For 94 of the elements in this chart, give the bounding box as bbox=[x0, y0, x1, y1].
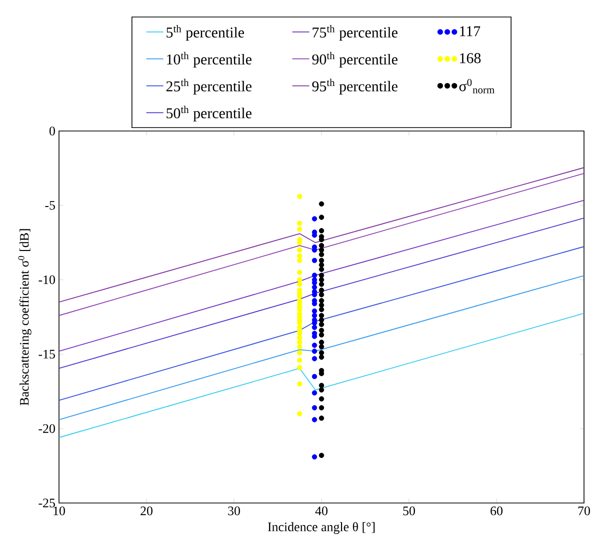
point bbox=[318, 201, 324, 207]
point bbox=[318, 277, 324, 282]
point bbox=[318, 332, 324, 338]
point bbox=[297, 277, 302, 282]
legend-label: 95$^{th}$ percentile bbox=[312, 78, 398, 94]
legend-label: 50$^{th}$ percentile bbox=[166, 106, 252, 122]
point bbox=[318, 258, 324, 264]
x-axis-title: Incidence angle θ [°] bbox=[268, 522, 375, 534]
point bbox=[312, 342, 318, 348]
point bbox=[318, 306, 324, 312]
point bbox=[297, 253, 302, 259]
x-tick-label: 60 bbox=[490, 506, 502, 516]
point bbox=[312, 374, 318, 380]
point bbox=[297, 335, 302, 340]
point bbox=[312, 324, 318, 330]
point bbox=[318, 228, 324, 234]
y-tick-label: -15 bbox=[38, 350, 55, 359]
point bbox=[297, 247, 302, 253]
y-tick-label: -25 bbox=[38, 498, 55, 508]
point bbox=[312, 405, 318, 410]
point bbox=[318, 452, 324, 458]
point bbox=[318, 262, 324, 268]
point bbox=[297, 344, 302, 350]
point bbox=[312, 390, 318, 396]
point bbox=[312, 258, 318, 264]
point bbox=[312, 417, 318, 422]
point bbox=[297, 350, 302, 356]
x-tick-label: 20 bbox=[140, 506, 152, 516]
point bbox=[297, 340, 302, 345]
legend-label: 10$^{th}$ percentile bbox=[167, 52, 252, 68]
legend-label: 90$^{th}$ percentile bbox=[312, 52, 398, 68]
point bbox=[312, 312, 318, 318]
line-series bbox=[59, 246, 584, 401]
point bbox=[318, 416, 324, 421]
x-tick-label: 50 bbox=[403, 506, 415, 516]
point bbox=[318, 266, 324, 272]
point bbox=[318, 344, 324, 350]
point bbox=[318, 288, 324, 293]
point bbox=[318, 396, 324, 402]
y-tick-label: -5 bbox=[45, 201, 55, 210]
point bbox=[297, 364, 302, 370]
point bbox=[312, 272, 318, 278]
point bbox=[297, 270, 302, 275]
x-tick-label: 70 bbox=[578, 506, 590, 516]
line-series bbox=[59, 275, 584, 420]
legend-label: 168 bbox=[460, 53, 481, 64]
point bbox=[297, 194, 302, 200]
y-axis-title: Backscattering coefficient σ$^{0}$ [dB] bbox=[18, 229, 32, 406]
point bbox=[318, 354, 324, 360]
point bbox=[318, 247, 324, 253]
x-tick-label: 40 bbox=[315, 506, 328, 516]
point bbox=[312, 356, 318, 362]
x-tick-label: 10 bbox=[54, 506, 65, 516]
legend-label: 25$^{th}$ percentile bbox=[166, 78, 252, 94]
point bbox=[318, 272, 324, 278]
point bbox=[318, 317, 324, 323]
point bbox=[297, 381, 302, 387]
point bbox=[318, 382, 324, 388]
y-tick-label: -20 bbox=[38, 424, 55, 433]
point bbox=[297, 226, 302, 232]
point bbox=[312, 284, 318, 290]
point bbox=[297, 282, 302, 287]
line-series bbox=[59, 312, 584, 438]
y-tick-label: -10 bbox=[38, 275, 55, 284]
point bbox=[318, 312, 324, 318]
line-series bbox=[59, 200, 584, 352]
point bbox=[318, 387, 324, 393]
line-series bbox=[59, 218, 584, 369]
legend-label: 75$^{th}$ percentile bbox=[312, 24, 398, 41]
point bbox=[297, 220, 302, 226]
point bbox=[318, 292, 324, 298]
point bbox=[318, 214, 324, 220]
point bbox=[318, 282, 324, 287]
point bbox=[297, 258, 302, 264]
point bbox=[318, 252, 324, 258]
point bbox=[312, 308, 318, 314]
point bbox=[318, 242, 324, 248]
legend-label: 5$^{th}$ percentile bbox=[166, 24, 244, 41]
point bbox=[318, 405, 324, 410]
point bbox=[312, 454, 318, 460]
point bbox=[312, 348, 318, 354]
x-tick-label: 30 bbox=[228, 506, 240, 516]
point bbox=[318, 302, 324, 308]
legend-label: 117 bbox=[460, 26, 480, 36]
legend-label: σ$^{0}$norm bbox=[459, 78, 494, 94]
point bbox=[318, 322, 324, 328]
point bbox=[318, 350, 324, 356]
point bbox=[318, 298, 324, 304]
point bbox=[297, 411, 302, 416]
point bbox=[297, 358, 302, 363]
y-tick-label: 0 bbox=[50, 126, 55, 136]
point bbox=[312, 216, 318, 222]
point bbox=[318, 340, 324, 345]
point bbox=[318, 328, 324, 333]
